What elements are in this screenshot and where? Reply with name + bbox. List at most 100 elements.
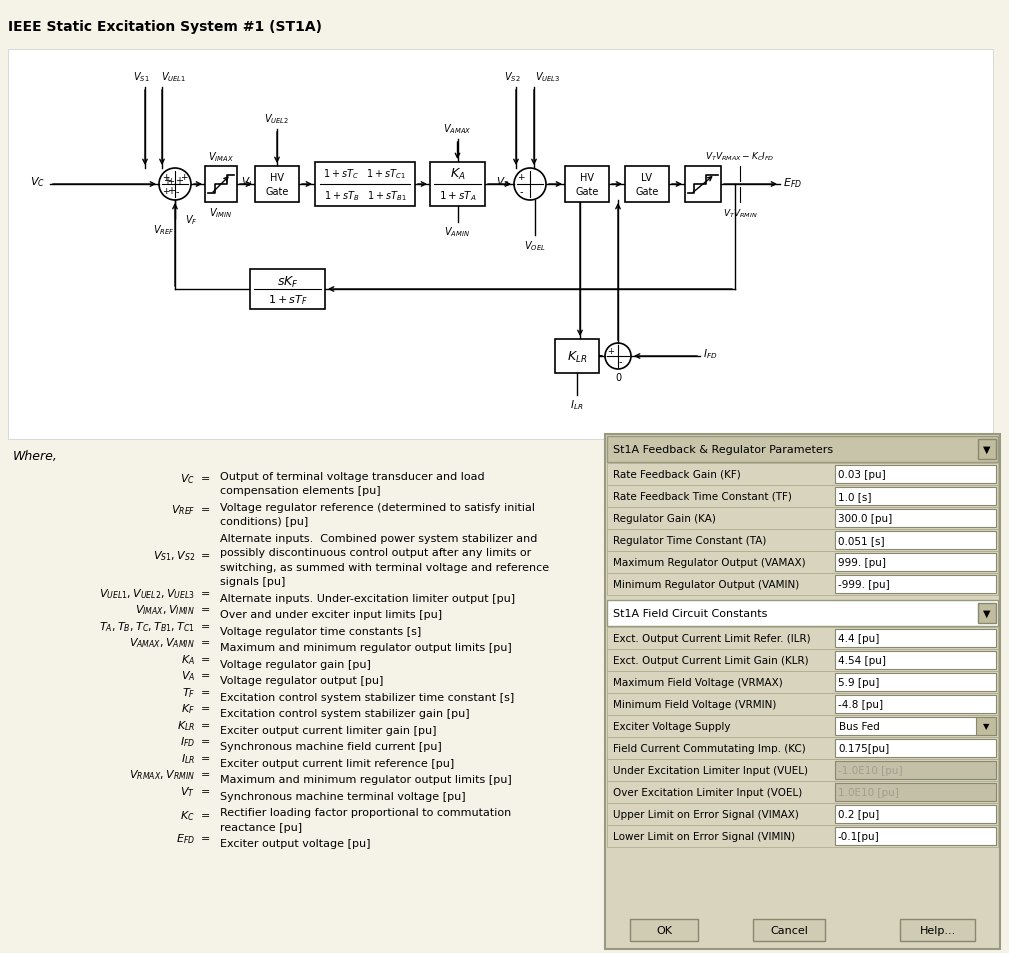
Text: -0.1[pu]: -0.1[pu]	[838, 831, 880, 841]
Text: =: =	[201, 605, 210, 615]
Text: IEEE Static Excitation System #1 (ST1A): IEEE Static Excitation System #1 (ST1A)	[8, 20, 322, 34]
Text: Minimum Regulator Output (VAMIN): Minimum Regulator Output (VAMIN)	[613, 579, 799, 589]
Text: St1A Field Circuit Constants: St1A Field Circuit Constants	[613, 608, 768, 618]
FancyBboxPatch shape	[607, 803, 998, 825]
Text: =: =	[201, 770, 210, 780]
FancyBboxPatch shape	[607, 552, 998, 574]
Text: -999. [pu]: -999. [pu]	[838, 579, 890, 589]
Text: $V_C$: $V_C$	[30, 175, 45, 189]
Text: =: =	[201, 786, 210, 796]
FancyBboxPatch shape	[978, 603, 996, 623]
Text: -1.0E10 [pu]: -1.0E10 [pu]	[838, 765, 903, 775]
FancyBboxPatch shape	[835, 761, 996, 780]
FancyBboxPatch shape	[835, 740, 996, 758]
Text: switching, as summed with terminal voltage and reference: switching, as summed with terminal volta…	[220, 562, 549, 573]
FancyBboxPatch shape	[250, 270, 325, 310]
Text: +: +	[607, 347, 614, 356]
Text: 4.4 [pu]: 4.4 [pu]	[838, 634, 880, 643]
Text: =: =	[201, 687, 210, 698]
Text: +: +	[162, 173, 170, 182]
FancyBboxPatch shape	[607, 649, 998, 671]
Text: $V_T V_{RMIN}$: $V_T V_{RMIN}$	[722, 207, 758, 219]
Text: ▼: ▼	[983, 608, 991, 618]
Text: $V_{IMIN}$: $V_{IMIN}$	[209, 206, 233, 219]
FancyBboxPatch shape	[205, 167, 237, 203]
FancyBboxPatch shape	[607, 436, 998, 462]
Text: =: =	[201, 588, 210, 598]
Text: Exciter output voltage [pu]: Exciter output voltage [pu]	[220, 839, 370, 848]
FancyBboxPatch shape	[607, 738, 998, 760]
FancyBboxPatch shape	[900, 919, 975, 941]
FancyBboxPatch shape	[605, 435, 1000, 949]
Text: 0.03 [pu]: 0.03 [pu]	[838, 470, 886, 479]
Text: Excitation control system stabilizer gain [pu]: Excitation control system stabilizer gai…	[220, 709, 469, 719]
Text: $I_{LR}$: $I_{LR}$	[181, 751, 195, 765]
FancyBboxPatch shape	[607, 760, 998, 781]
FancyBboxPatch shape	[835, 805, 996, 823]
Text: =: =	[201, 505, 210, 515]
Text: $K_C$: $K_C$	[181, 808, 195, 821]
Text: $T_A, T_B, T_C, T_{B1}, T_{C1}$: $T_A, T_B, T_C, T_{B1}, T_{C1}$	[99, 619, 195, 633]
FancyBboxPatch shape	[607, 627, 998, 649]
Text: Where,: Where,	[13, 450, 58, 462]
Text: compensation elements [pu]: compensation elements [pu]	[220, 486, 380, 496]
Text: +: +	[518, 173, 525, 182]
Text: 0.051 [s]: 0.051 [s]	[838, 536, 885, 545]
Text: $V_{S2}$: $V_{S2}$	[503, 71, 521, 84]
Text: $1 + sT_C$   $1 + sT_{C1}$: $1 + sT_C$ $1 + sT_{C1}$	[324, 167, 407, 181]
FancyBboxPatch shape	[607, 600, 998, 626]
Text: 1.0E10 [pu]: 1.0E10 [pu]	[838, 787, 899, 797]
Text: $V_I$: $V_I$	[241, 175, 252, 189]
Text: $V_{REF}$: $V_{REF}$	[153, 223, 175, 236]
Text: $V_{UEL2}$: $V_{UEL2}$	[264, 112, 290, 126]
FancyBboxPatch shape	[607, 671, 998, 693]
FancyBboxPatch shape	[685, 167, 721, 203]
Text: Exciter Voltage Supply: Exciter Voltage Supply	[613, 721, 731, 731]
Text: HV
Gate: HV Gate	[265, 173, 289, 196]
Text: Under Excitation Limiter Input (VUEL): Under Excitation Limiter Input (VUEL)	[613, 765, 808, 775]
Text: 1.0 [s]: 1.0 [s]	[838, 492, 872, 501]
Text: =: =	[201, 671, 210, 680]
FancyBboxPatch shape	[835, 554, 996, 572]
FancyBboxPatch shape	[607, 507, 998, 530]
Text: $V_{UEL1}, V_{UEL2}, V_{UEL3}$: $V_{UEL1}, V_{UEL2}, V_{UEL3}$	[99, 586, 195, 600]
Text: OK: OK	[656, 925, 672, 935]
FancyBboxPatch shape	[978, 439, 996, 459]
Text: Output of terminal voltage transducer and load: Output of terminal voltage transducer an…	[220, 472, 484, 481]
Text: Exciter output current limit reference [pu]: Exciter output current limit reference […	[220, 759, 454, 768]
Text: =: =	[201, 638, 210, 648]
FancyBboxPatch shape	[607, 530, 998, 552]
Text: Maximum and minimum regulator output limits [pu]: Maximum and minimum regulator output lim…	[220, 643, 512, 653]
FancyBboxPatch shape	[555, 339, 599, 374]
Text: $V_A$: $V_A$	[181, 669, 195, 682]
Text: -: -	[176, 187, 179, 196]
Text: Maximum Field Voltage (VRMAX): Maximum Field Voltage (VRMAX)	[613, 678, 783, 687]
Text: $V_T V_{RMAX} - K_C I_{FD}$: $V_T V_{RMAX} - K_C I_{FD}$	[705, 151, 775, 163]
Text: $V_F$: $V_F$	[185, 213, 198, 227]
Text: $E_{FD}$: $E_{FD}$	[783, 176, 802, 190]
Text: $V_{S1}, V_{S2}$: $V_{S1}, V_{S2}$	[152, 548, 195, 562]
FancyBboxPatch shape	[835, 532, 996, 550]
Text: 5.9 [pu]: 5.9 [pu]	[838, 678, 880, 687]
Text: Exct. Output Current Limit Gain (KLR): Exct. Output Current Limit Gain (KLR)	[613, 656, 808, 665]
Text: 0.175[pu]: 0.175[pu]	[838, 743, 889, 753]
Text: $V_{UEL1}$: $V_{UEL1}$	[161, 71, 187, 84]
Text: -: -	[619, 356, 622, 367]
Text: Field Current Commutating Imp. (KC): Field Current Commutating Imp. (KC)	[613, 743, 806, 753]
FancyBboxPatch shape	[976, 718, 996, 735]
Text: =: =	[201, 655, 210, 664]
Text: Maximum and minimum regulator output limits [pu]: Maximum and minimum regulator output lim…	[220, 775, 512, 784]
Text: $E_{FD}$: $E_{FD}$	[176, 832, 195, 845]
FancyBboxPatch shape	[255, 167, 299, 203]
FancyBboxPatch shape	[607, 463, 998, 485]
Text: Maximum Regulator Output (VAMAX): Maximum Regulator Output (VAMAX)	[613, 558, 805, 567]
FancyBboxPatch shape	[607, 825, 998, 847]
Text: $V_{UEL3}$: $V_{UEL3}$	[535, 71, 561, 84]
Text: =: =	[201, 703, 210, 714]
Text: HV
Gate: HV Gate	[575, 173, 598, 196]
Text: LV
Gate: LV Gate	[636, 173, 659, 196]
Text: $sK_F$: $sK_F$	[276, 274, 299, 290]
Text: Synchronous machine terminal voltage [pu]: Synchronous machine terminal voltage [pu…	[220, 791, 465, 801]
FancyBboxPatch shape	[607, 693, 998, 716]
FancyBboxPatch shape	[835, 629, 996, 647]
